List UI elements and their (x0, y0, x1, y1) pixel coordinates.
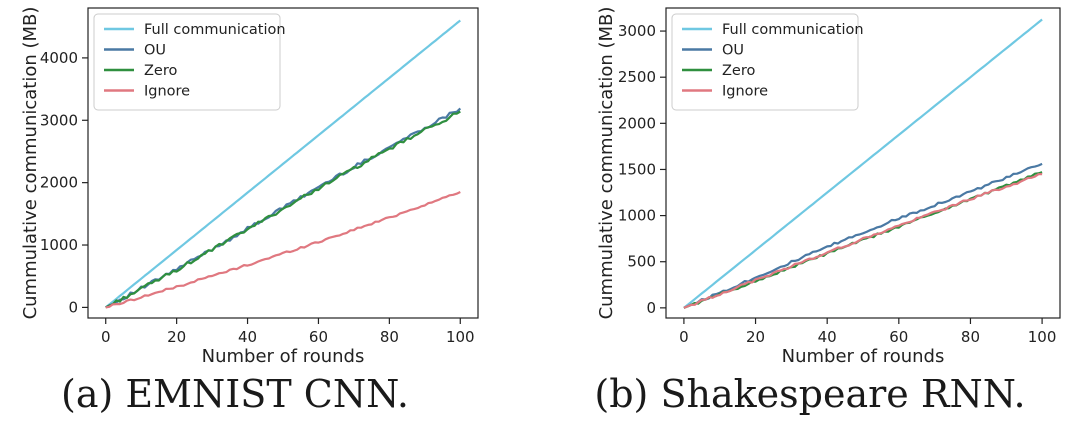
legend-label-full-communication: Full communication (722, 22, 864, 38)
y-tick-label: 0 (68, 298, 78, 316)
y-axis-label: Cummulative communication (MB) (20, 7, 41, 320)
x-tick-label: 100 (1028, 328, 1057, 346)
y-tick-label: 4000 (40, 49, 78, 67)
legend-label-zero: Zero (722, 63, 755, 79)
x-tick-label: 80 (961, 328, 980, 346)
x-tick-label: 0 (101, 328, 111, 346)
plot-area-frame (87, 7, 479, 319)
y-tick-label: 500 (627, 253, 656, 271)
y-tick-label: 3000 (40, 111, 78, 129)
series-ignore-line (105, 191, 461, 309)
y-tick-label: 2000 (40, 174, 78, 192)
legend-label-zero: Zero (144, 63, 177, 79)
legend-label-ou: OU (722, 43, 744, 59)
x-tick-label: 0 (679, 328, 689, 346)
legend-box (671, 13, 859, 111)
x-tick-label: 80 (380, 328, 399, 346)
legend-box (93, 13, 281, 111)
x-tick-label: 100 (446, 328, 475, 346)
legend: Full communication OU Zero Ignore (93, 13, 286, 111)
x-tick-label: 40 (238, 328, 257, 346)
x-axis-label: Number of rounds (782, 346, 945, 367)
x-tick-label: 20 (746, 328, 765, 346)
plot-lines (683, 18, 1043, 309)
series-full-communication-line (683, 18, 1043, 309)
x-tick-label: 20 (167, 328, 186, 346)
chart-shakespeare-rnn: 0 20 40 60 80 100050010001500200025003000Numb… (596, 7, 1061, 367)
plot-lines (105, 19, 462, 309)
legend-label-ignore: Ignore (144, 84, 190, 100)
legend-label-full-communication: Full communication (144, 22, 286, 38)
legend: Full communication OU Zero Ignore (671, 13, 864, 111)
y-axis-label: Cummulative communication (MB) (596, 7, 617, 320)
x-axis-label: Number of rounds (202, 346, 365, 367)
x-tick-label: 40 (818, 328, 837, 346)
y-tick-label: 1500 (618, 160, 656, 178)
y-tick-label: 3000 (618, 22, 656, 40)
series-ou-line (683, 162, 1043, 309)
caption-emnist-cnn: (a) EMNIST CNN. (61, 372, 409, 416)
series-full-communication-line (105, 19, 461, 309)
legend-label-ignore: Ignore (722, 84, 768, 100)
y-tick-label: 0 (646, 299, 656, 317)
x-tick-label: 60 (889, 328, 908, 346)
legend-label-ou: OU (144, 43, 166, 59)
series-zero-line (105, 110, 461, 309)
series-ignore-line (683, 173, 1043, 309)
x-tick-label: 60 (309, 328, 328, 346)
y-tick-label: 1000 (40, 236, 78, 254)
plot-area-frame (665, 7, 1061, 319)
caption-shakespeare-rnn: (b) Shakespeare RNN. (594, 372, 1026, 416)
y-tick-label: 2000 (618, 114, 656, 132)
y-tick-label: 1000 (618, 207, 656, 225)
y-tick-label: 2500 (618, 68, 656, 86)
